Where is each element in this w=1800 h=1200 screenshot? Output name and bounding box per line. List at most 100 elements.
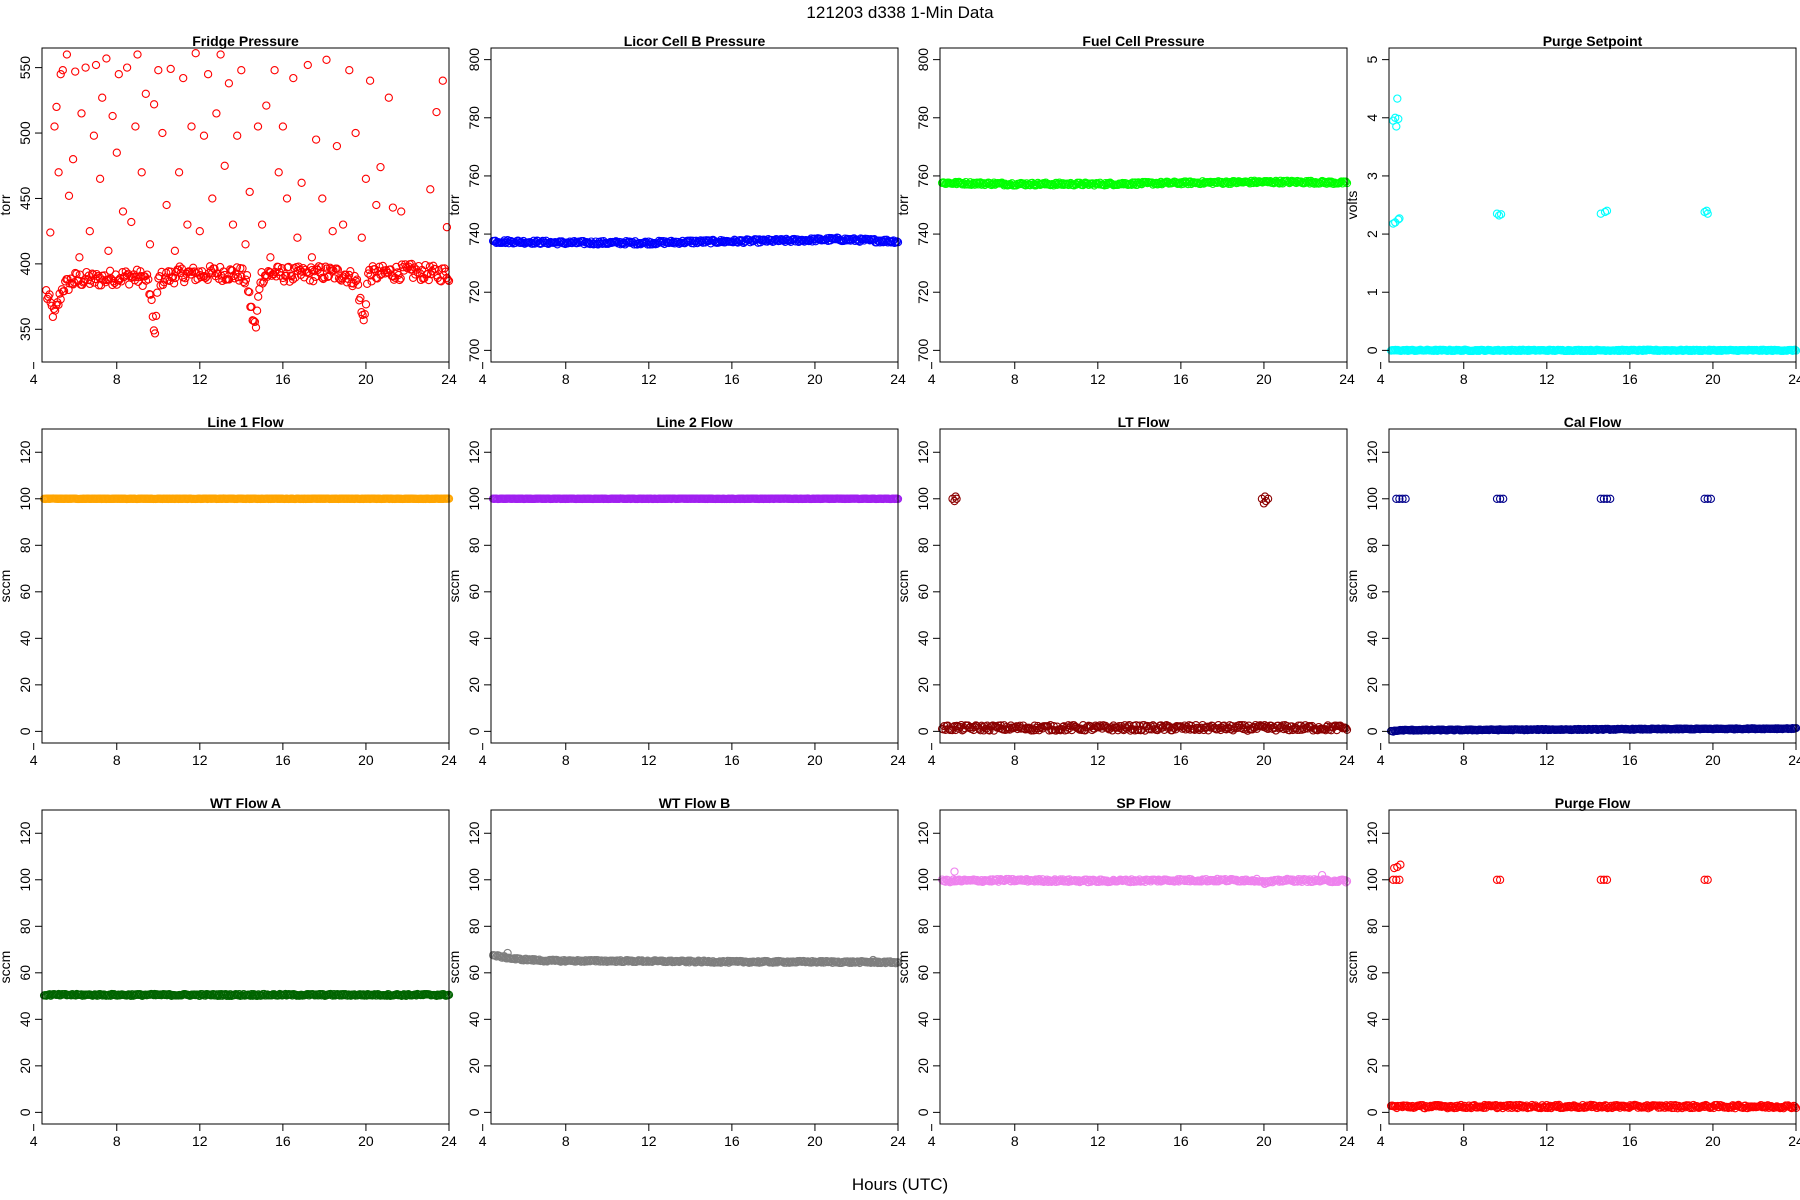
x-tick-label: 24 [1339,371,1355,387]
data-point [351,128,360,138]
x-tick-label: 24 [1339,752,1355,768]
data-point [1261,496,1271,506]
data-point [1599,494,1609,503]
x-tick-label: 12 [1090,371,1106,387]
x-tick-label: 24 [890,371,906,387]
x-tick-label: 12 [641,1133,657,1149]
data-point [303,60,312,70]
data-points [488,948,903,968]
y-tick-label: 780 [466,106,482,130]
y-tick-label: 760 [915,164,931,188]
y-axis-label: sccm [1344,570,1360,603]
y-tick-label: 100 [915,487,931,511]
y-axis-label: sccm [0,951,13,984]
y-tick-label: 40 [1364,630,1380,646]
plot-frame [490,809,899,1125]
data-point [1703,209,1712,218]
y-tick-label: 80 [1364,537,1380,553]
data-point [133,50,142,59]
x-tick-label: 8 [1011,371,1019,387]
y-tick-label: 20 [915,1058,931,1074]
data-point [891,238,900,247]
data-point [1394,114,1403,124]
data-point [195,227,204,236]
x-tick-label: 16 [275,752,291,768]
data-point [153,288,162,297]
data-point [75,253,84,262]
y-tick-label: 100 [466,487,482,511]
x-tick-label: 12 [641,371,657,387]
x-tick-label: 12 [641,752,657,768]
data-point [384,93,393,102]
data-point [68,155,78,164]
x-tick-label: 16 [724,1133,740,1149]
x-tick-label: 12 [192,1133,208,1149]
plot-frame [939,428,1348,744]
data-point [1606,494,1615,503]
data-point [49,304,59,314]
y-tick-label: 0 [17,1108,33,1116]
data-point [338,220,348,229]
plot-frame [41,809,450,1125]
data-point [64,191,74,200]
data-point [233,131,242,140]
x-tick-label: 20 [358,1133,374,1149]
data-point [297,178,306,187]
data-point [289,73,298,83]
y-axis-label: sccm [0,570,13,603]
y-tick-label: 20 [466,1058,482,1074]
data-point [356,293,365,303]
data-point [328,227,337,236]
data-point [388,203,398,212]
data-point [333,265,343,274]
data-point [233,272,243,282]
y-tick-label: 20 [915,677,931,693]
data-point [395,275,404,285]
data-points [937,867,1352,889]
y-tick-label: 40 [466,1011,482,1027]
data-point [64,285,73,295]
data-point [108,280,117,290]
x-tick-label: 8 [562,371,570,387]
x-tick-label: 8 [562,752,570,768]
y-tick-label: 450 [17,187,33,211]
data-point [270,66,279,75]
data-point [52,102,61,112]
data-point [1341,878,1351,887]
x-tick-label: 20 [358,752,374,768]
y-tick-label: 2 [1364,230,1380,238]
y-tick-label: 1 [1364,288,1380,296]
y-tick-label: 5 [1364,56,1380,64]
x-tick-label: 16 [275,1133,291,1149]
y-axis-label: torr [0,194,13,215]
data-point [220,161,229,170]
data-point [194,267,203,276]
data-point [56,70,65,79]
data-point [1392,122,1401,131]
data-point [58,66,67,75]
data-point [170,246,180,255]
y-tick-label: 80 [17,918,33,934]
data-point [1700,494,1709,503]
panel-title: Fridge Pressure [192,33,299,49]
data-point [254,292,263,301]
data-point [122,63,132,72]
y-tick-label: 0 [466,1108,482,1116]
data-point [174,168,184,177]
data-point [54,168,63,177]
y-tick-label: 720 [466,280,482,304]
data-point [1499,494,1508,503]
figure-x-axis-label: Hours (UTC) [852,1175,948,1194]
data-point [147,295,156,305]
y-tick-label: 550 [17,56,33,80]
x-tick-label: 24 [1339,1133,1355,1149]
data-point [98,93,107,102]
y-tick-label: 100 [17,487,33,511]
x-tick-label: 20 [807,371,823,387]
panel-title: Purge Flow [1555,795,1631,811]
x-tick-label: 20 [1256,371,1272,387]
data-point [983,721,992,730]
data-point [142,270,152,279]
